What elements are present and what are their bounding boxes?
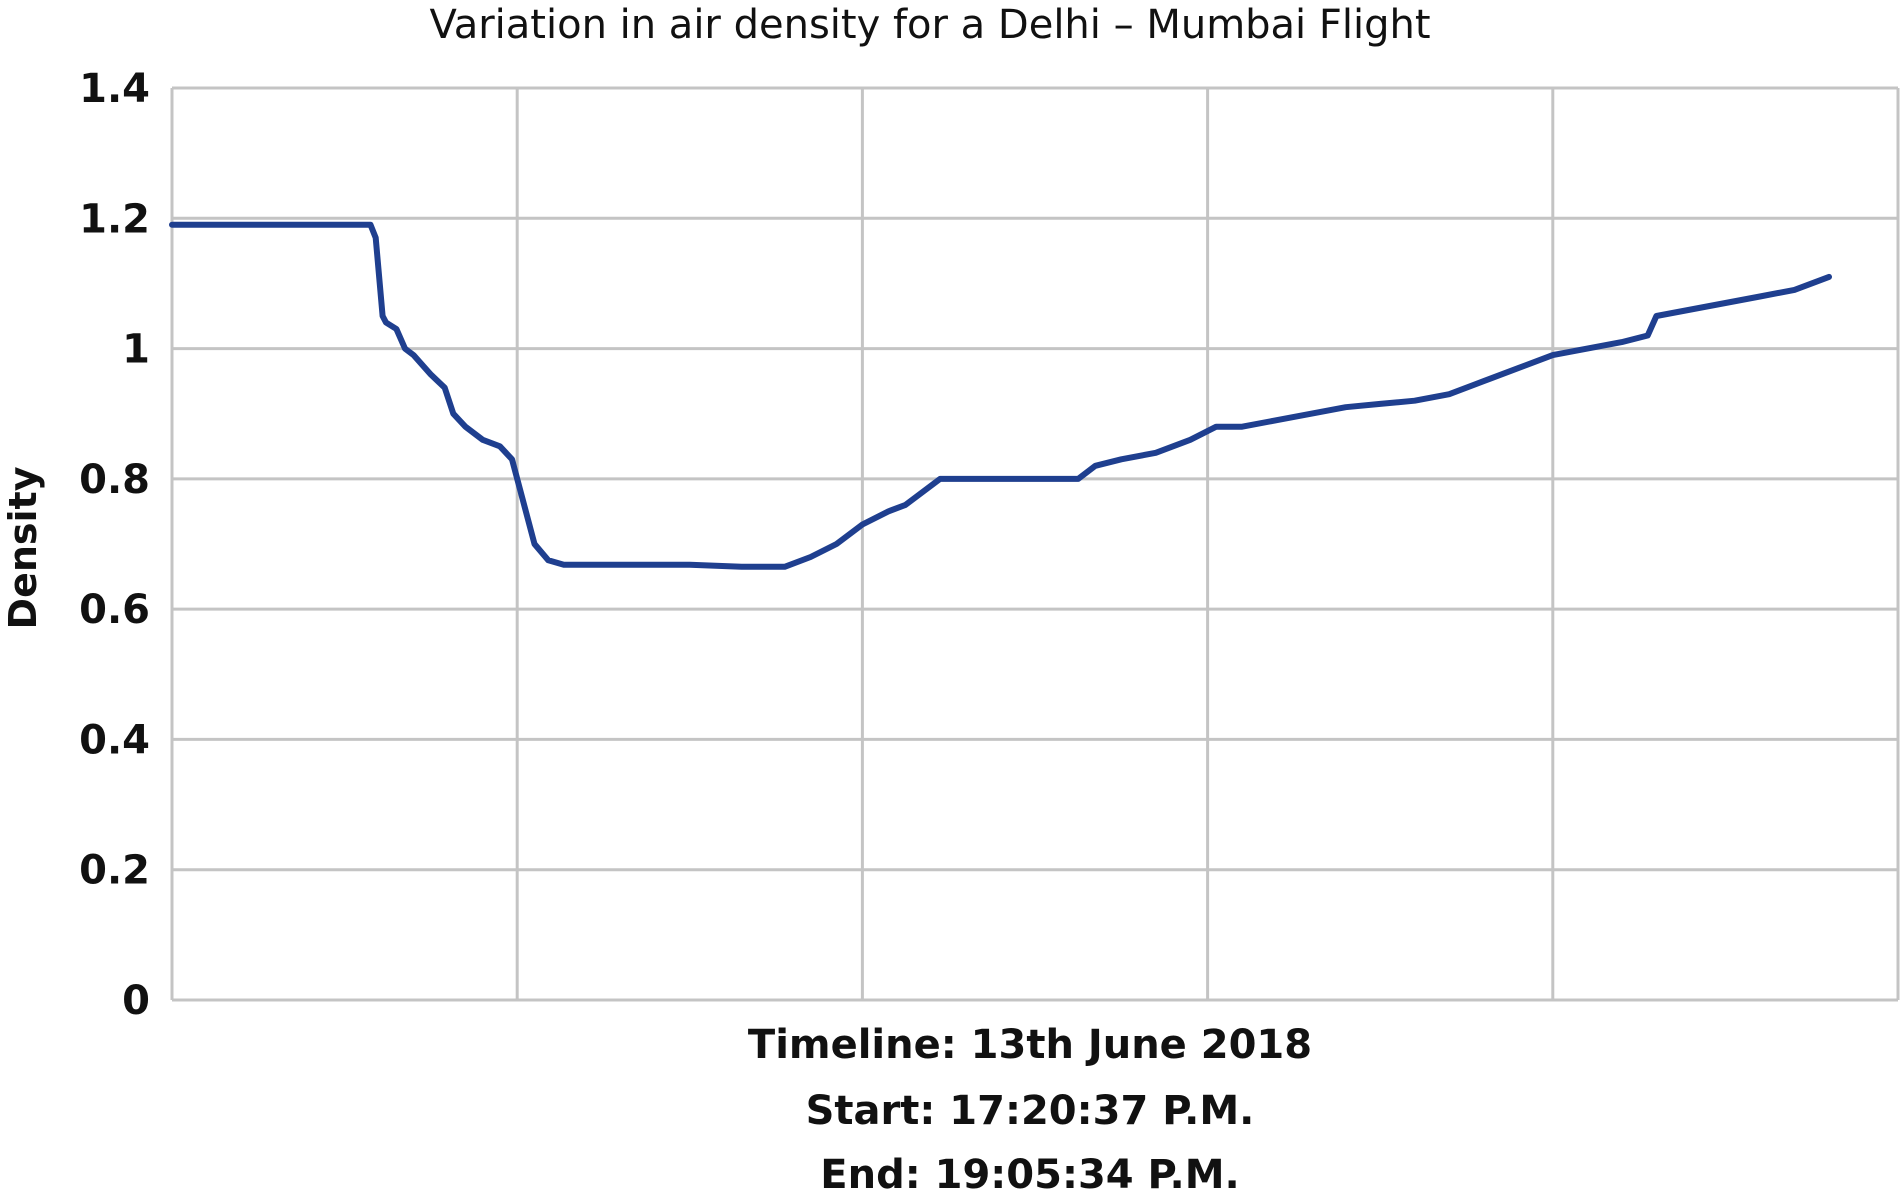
x-axis-label: Timeline: 13th June 2018 Start: 17:20:37… [748, 1022, 1312, 1192]
y-tick-label: 0 [122, 978, 150, 1024]
chart-title: Variation in air density for a Delhi – M… [429, 2, 1430, 48]
y-tick-label: 0.8 [79, 457, 150, 503]
density-series-line [169, 221, 1832, 570]
x-axis-label-line-2: Start: 17:20:37 P.M. [806, 1088, 1255, 1134]
y-tick-label: 0.4 [79, 717, 150, 763]
x-axis-label-line-3: End: 19:05:34 P.M. [820, 1152, 1239, 1192]
y-axis-label: Density [1, 466, 45, 629]
x-axis-label-line-1: Timeline: 13th June 2018 [748, 1022, 1312, 1068]
y-tick-label: 1 [122, 327, 150, 373]
y-axis-ticks: 0 0.2 0.4 0.6 0.8 1 1.2 1.4 [79, 66, 150, 1024]
series-layer [169, 221, 1832, 570]
y-tick-label: 1.2 [79, 196, 150, 242]
y-tick-label: 0.2 [79, 848, 150, 894]
grid-layer [170, 86, 1900, 1002]
y-tick-label: 0.6 [79, 587, 150, 633]
y-tick-label: 1.4 [79, 66, 150, 112]
